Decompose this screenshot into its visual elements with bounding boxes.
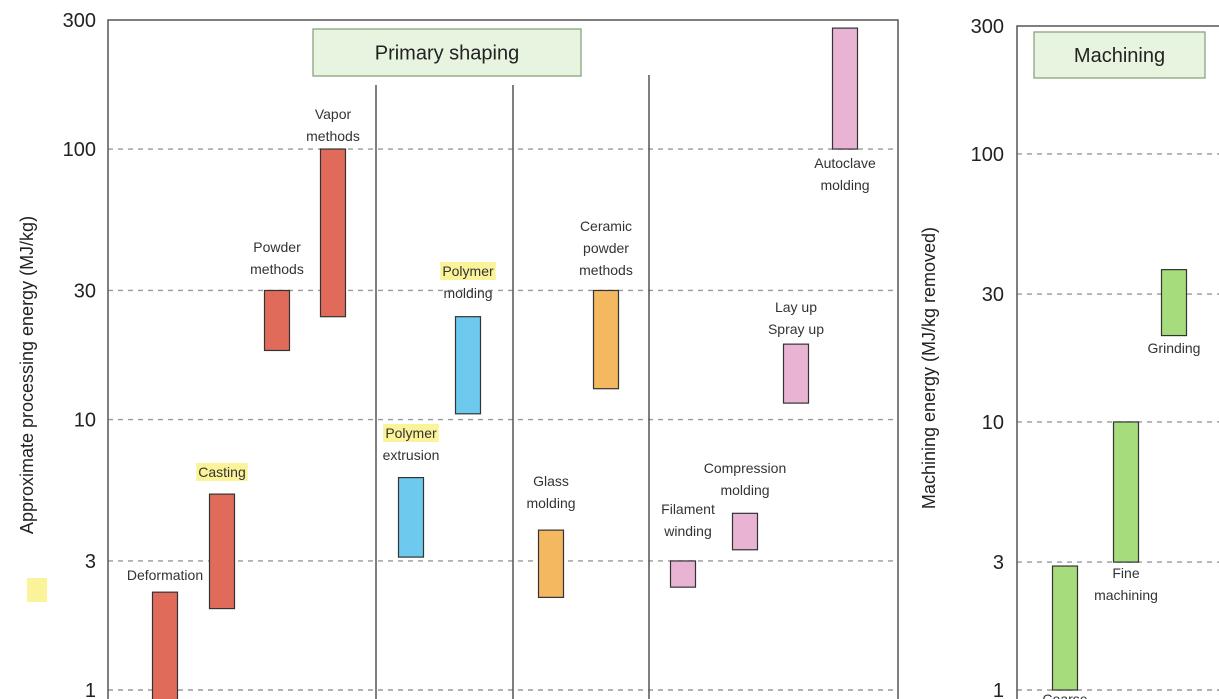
bar-label: powder xyxy=(583,240,629,256)
range-bar xyxy=(454,316,482,415)
bar-label: methods xyxy=(306,128,360,144)
plot-frame xyxy=(1016,25,1219,699)
bar-label: winding xyxy=(663,523,711,539)
y-tick-label: 3 xyxy=(993,552,1004,574)
bar-label: Grinding xyxy=(1148,340,1201,356)
plot-frame xyxy=(107,19,899,699)
range-bar xyxy=(1112,421,1140,563)
y-tick-label: 1 xyxy=(85,680,96,699)
y-tick-label: 3 xyxy=(85,551,96,573)
range-bar xyxy=(1051,565,1079,691)
label-highlight xyxy=(440,262,496,280)
range-bar xyxy=(782,343,810,404)
chart-title-box xyxy=(312,28,582,77)
y-axis-label: Machining energy (MJ/kg removed) xyxy=(919,227,939,509)
bar-label: Polymer xyxy=(442,263,494,279)
bar-label: molding xyxy=(526,495,575,511)
bar-label: Compression xyxy=(704,460,786,476)
range-bar xyxy=(263,289,291,352)
range-bar xyxy=(731,512,759,551)
range-bar xyxy=(319,148,347,318)
range-bar xyxy=(831,27,859,150)
bar-label: Glass xyxy=(533,473,569,489)
y-tick-label: 300 xyxy=(63,10,96,32)
y-tick-label: 10 xyxy=(74,410,96,432)
y-tick-label: 300 xyxy=(971,16,1004,38)
range-bar xyxy=(669,560,697,588)
bar-label: machining xyxy=(1094,587,1158,603)
bar-label: Spray up xyxy=(768,321,824,337)
bar-label: extrusion xyxy=(383,447,440,463)
y-tick-label: 100 xyxy=(971,144,1004,166)
range-bar xyxy=(592,289,620,390)
bar-label: Filament xyxy=(661,501,715,517)
chart-title: Machining xyxy=(1074,45,1165,67)
bar-label: methods xyxy=(579,262,633,278)
bar-label: Ceramic xyxy=(580,218,632,234)
bar-label: Coarse xyxy=(1042,691,1087,699)
bar-label: Fine xyxy=(1112,565,1139,581)
range-bar xyxy=(208,493,236,610)
range-bar xyxy=(1160,269,1188,337)
label-highlight xyxy=(196,463,248,481)
bar-label: Deformation xyxy=(127,567,203,583)
bar-label: Casting xyxy=(198,464,245,480)
range-bar xyxy=(397,476,425,558)
range-bar xyxy=(151,591,179,699)
chart-title: Primary shaping xyxy=(375,43,520,65)
bar-label: Powder xyxy=(253,239,301,255)
y-tick-label: 10 xyxy=(982,412,1004,434)
bar-label: molding xyxy=(820,177,869,193)
label-highlight xyxy=(27,578,47,602)
y-tick-label: 30 xyxy=(74,280,96,302)
range-bar xyxy=(537,529,565,598)
label-highlight xyxy=(383,424,439,442)
bar-label: molding xyxy=(443,285,492,301)
y-axis-label: Approximate processing energy (MJ/kg) xyxy=(17,216,37,534)
bar-label: Vapor xyxy=(315,106,352,122)
bar-label: molding xyxy=(720,482,769,498)
bar-label: methods xyxy=(250,261,304,277)
y-tick-label: 1 xyxy=(993,680,1004,699)
y-tick-label: 100 xyxy=(63,139,96,161)
bar-label: Autoclave xyxy=(814,155,876,171)
bar-label: Polymer xyxy=(385,425,437,441)
bar-label: Lay up xyxy=(775,299,817,315)
chart-title-box xyxy=(1033,31,1206,79)
y-tick-label: 30 xyxy=(982,284,1004,306)
